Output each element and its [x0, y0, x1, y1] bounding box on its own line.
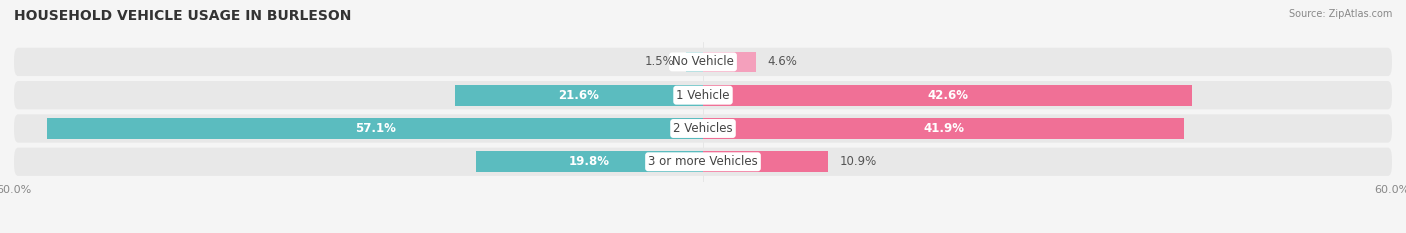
- Bar: [703, 118, 1184, 139]
- Bar: [703, 151, 828, 172]
- Text: HOUSEHOLD VEHICLE USAGE IN BURLESON: HOUSEHOLD VEHICLE USAGE IN BURLESON: [14, 9, 352, 23]
- Text: 19.8%: 19.8%: [569, 155, 610, 168]
- Bar: [686, 51, 703, 72]
- Bar: [456, 85, 703, 106]
- Text: 21.6%: 21.6%: [558, 89, 599, 102]
- FancyBboxPatch shape: [14, 81, 1392, 109]
- FancyBboxPatch shape: [14, 48, 1392, 76]
- Text: Source: ZipAtlas.com: Source: ZipAtlas.com: [1288, 9, 1392, 19]
- Text: 2 Vehicles: 2 Vehicles: [673, 122, 733, 135]
- FancyBboxPatch shape: [14, 114, 1392, 143]
- Text: 1 Vehicle: 1 Vehicle: [676, 89, 730, 102]
- Text: 57.1%: 57.1%: [354, 122, 395, 135]
- Text: 1.5%: 1.5%: [644, 55, 675, 69]
- Bar: [703, 85, 1192, 106]
- Text: 42.6%: 42.6%: [927, 89, 969, 102]
- Bar: [475, 151, 703, 172]
- Text: No Vehicle: No Vehicle: [672, 55, 734, 69]
- Text: 3 or more Vehicles: 3 or more Vehicles: [648, 155, 758, 168]
- Bar: [48, 118, 703, 139]
- FancyBboxPatch shape: [14, 148, 1392, 176]
- Text: 4.6%: 4.6%: [768, 55, 797, 69]
- Text: 41.9%: 41.9%: [924, 122, 965, 135]
- Bar: [703, 51, 756, 72]
- Text: 10.9%: 10.9%: [839, 155, 877, 168]
